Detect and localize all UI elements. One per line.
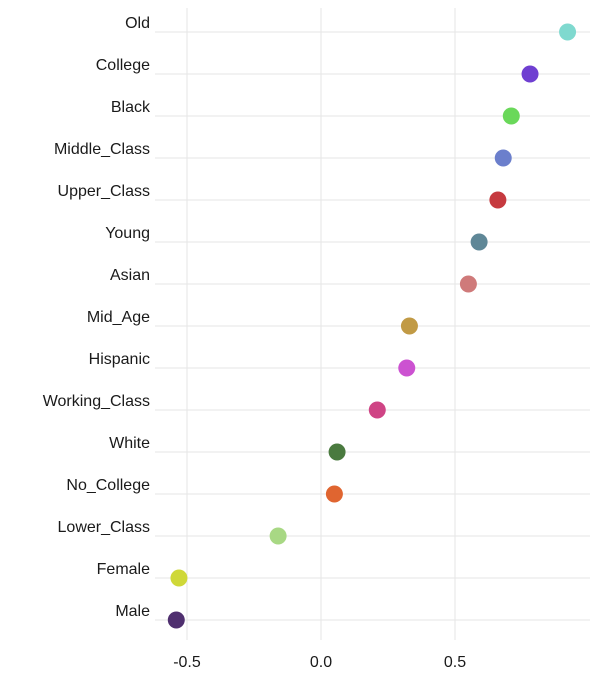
category-label: Young: [105, 225, 150, 242]
category-label: Asian: [110, 267, 150, 284]
x-tick-label: 0.5: [444, 654, 466, 671]
category-label: Lower_Class: [58, 519, 150, 536]
data-point: [502, 107, 520, 125]
category-label: College: [96, 57, 150, 74]
data-point: [459, 275, 477, 293]
data-point: [167, 611, 185, 629]
category-label: Mid_Age: [87, 309, 150, 326]
data-points: [167, 23, 577, 629]
data-point: [398, 359, 416, 377]
category-label: Old: [125, 15, 150, 32]
category-label: Middle_Class: [54, 141, 150, 158]
data-point: [368, 401, 386, 419]
data-point: [170, 569, 188, 587]
data-point: [470, 233, 488, 251]
x-tick-label: -0.5: [173, 654, 201, 671]
category-label: White: [109, 435, 150, 452]
data-point: [269, 527, 287, 545]
x-axis-tick-labels: -0.5 0.0 0.5: [173, 654, 466, 671]
data-point: [328, 443, 346, 461]
category-label: No_College: [66, 477, 150, 494]
data-point: [494, 149, 512, 167]
category-label: Working_Class: [43, 393, 150, 410]
data-point: [521, 65, 539, 83]
x-tick-label: 0.0: [310, 654, 332, 671]
data-point: [559, 23, 577, 41]
data-point: [489, 191, 507, 209]
data-point: [325, 485, 343, 503]
category-label: Hispanic: [89, 351, 150, 368]
data-point: [400, 317, 418, 335]
category-label: Female: [97, 561, 150, 578]
category-label: Upper_Class: [58, 183, 150, 200]
category-labels: Old College Black Middle_Class Upper_Class Yo…: [43, 15, 151, 620]
category-label: Black: [111, 99, 151, 116]
grid: [155, 8, 590, 640]
category-label: Male: [115, 603, 150, 620]
